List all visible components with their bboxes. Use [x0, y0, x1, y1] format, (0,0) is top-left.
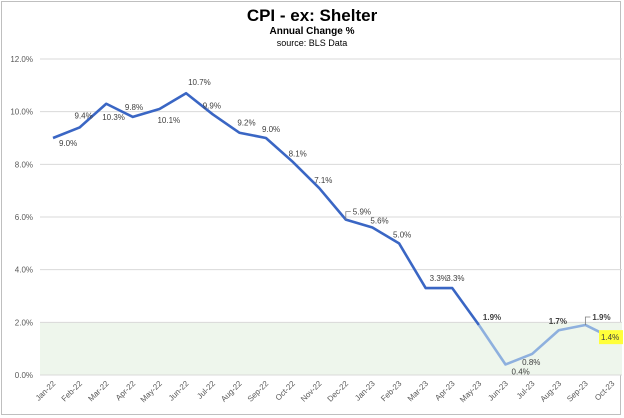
x-tick-label: May-23	[458, 379, 484, 405]
x-tick-label: Jul-22	[195, 379, 217, 401]
x-tick-label: Jan-22	[34, 379, 58, 403]
data-label: 10.7%	[188, 78, 211, 87]
series-lines	[52, 91, 613, 366]
chart-subtitle: Annual Change %	[269, 26, 355, 37]
chart-source: source: BLS Data	[276, 38, 348, 48]
x-tick-label: Sep-22	[246, 379, 271, 404]
data-label: 5.9%	[353, 208, 371, 217]
data-label: 0.4%	[512, 367, 530, 376]
shaded-band	[40, 322, 622, 375]
data-label: 9.8%	[125, 103, 143, 112]
leader-line	[345, 211, 351, 220]
data-label: 1.4%	[601, 333, 619, 342]
data-label: 3.3%	[430, 274, 448, 283]
series-line-may23-oct23	[477, 323, 613, 366]
data-label: 1.7%	[549, 317, 567, 326]
x-tick-label: Oct-22	[274, 379, 298, 403]
x-tick-label: Jun-23	[486, 379, 510, 403]
data-label: 3.3%	[446, 274, 464, 283]
series-line-2022-may23	[52, 91, 480, 326]
data-label: 9.4%	[75, 111, 93, 120]
x-tick-label: Sep-23	[565, 379, 590, 404]
data-label: 1.9%	[592, 313, 610, 322]
x-tick-label: Apr-23	[433, 379, 457, 403]
x-tick-label: Jun-22	[167, 379, 191, 403]
x-tick-label: Dec-22	[326, 379, 351, 404]
data-label: 8.1%	[289, 150, 307, 159]
data-label: 9.2%	[237, 119, 255, 128]
data-label: 5.6%	[370, 217, 388, 226]
x-tick-label: Jan-23	[353, 379, 377, 403]
data-label: 5.0%	[393, 230, 411, 239]
x-tick-label: Aug-22	[219, 379, 244, 404]
x-tick-label: Feb-23	[379, 379, 404, 404]
data-label: 10.3%	[102, 113, 125, 122]
highlight-box	[599, 330, 623, 345]
y-tick-label: 4.0%	[15, 266, 33, 275]
x-tick-label: Mar-22	[86, 379, 111, 404]
data-labels: 9.0% 9.4% 10.3%9.8% 10.1% 10.7% 9.9% 9.2% 9.0% 8…	[59, 78, 623, 376]
y-tick-label: 8.0%	[15, 160, 33, 169]
x-tick-label: Jul-23	[515, 379, 537, 401]
y-tick-label: 0.0%	[15, 371, 33, 380]
x-tick-label: Apr-22	[114, 379, 138, 403]
y-tick-label: 10.0%	[10, 108, 33, 117]
data-label: 9.0%	[262, 125, 280, 134]
data-label: 9.0%	[59, 139, 77, 148]
y-tick-label: 12.0%	[10, 55, 33, 64]
x-tick-label: Aug-23	[539, 379, 564, 404]
y-tick-label: 2.0%	[15, 318, 33, 327]
y-tick-label: 6.0%	[15, 213, 33, 222]
chart-title: CPI - ex: Shelter	[246, 6, 378, 25]
gridlines	[40, 58, 622, 376]
data-label: 10.1%	[157, 116, 180, 125]
x-tick-label: Oct-23	[593, 379, 617, 403]
x-tick-label: Nov-22	[299, 379, 324, 404]
data-label: 7.1%	[314, 176, 332, 185]
x-axis-ticks: Jan-22 Feb-22 Mar-22 Apr-22 May-22 Jun-22 Jul-…	[34, 379, 617, 405]
data-label: 9.9%	[203, 101, 221, 110]
shaded-band-rect	[40, 322, 622, 375]
x-tick-label: Mar-23	[406, 379, 431, 404]
leader-line	[584, 316, 591, 325]
y-axis-ticks: 0.0% 2.0% 4.0% 6.0% 8.0% 10.0% 12.0%	[10, 55, 33, 380]
x-tick-label: Feb-22	[60, 379, 85, 404]
data-label: 0.8%	[522, 358, 540, 367]
data-label: 1.9%	[483, 313, 501, 322]
x-tick-label: May-22	[139, 379, 165, 405]
